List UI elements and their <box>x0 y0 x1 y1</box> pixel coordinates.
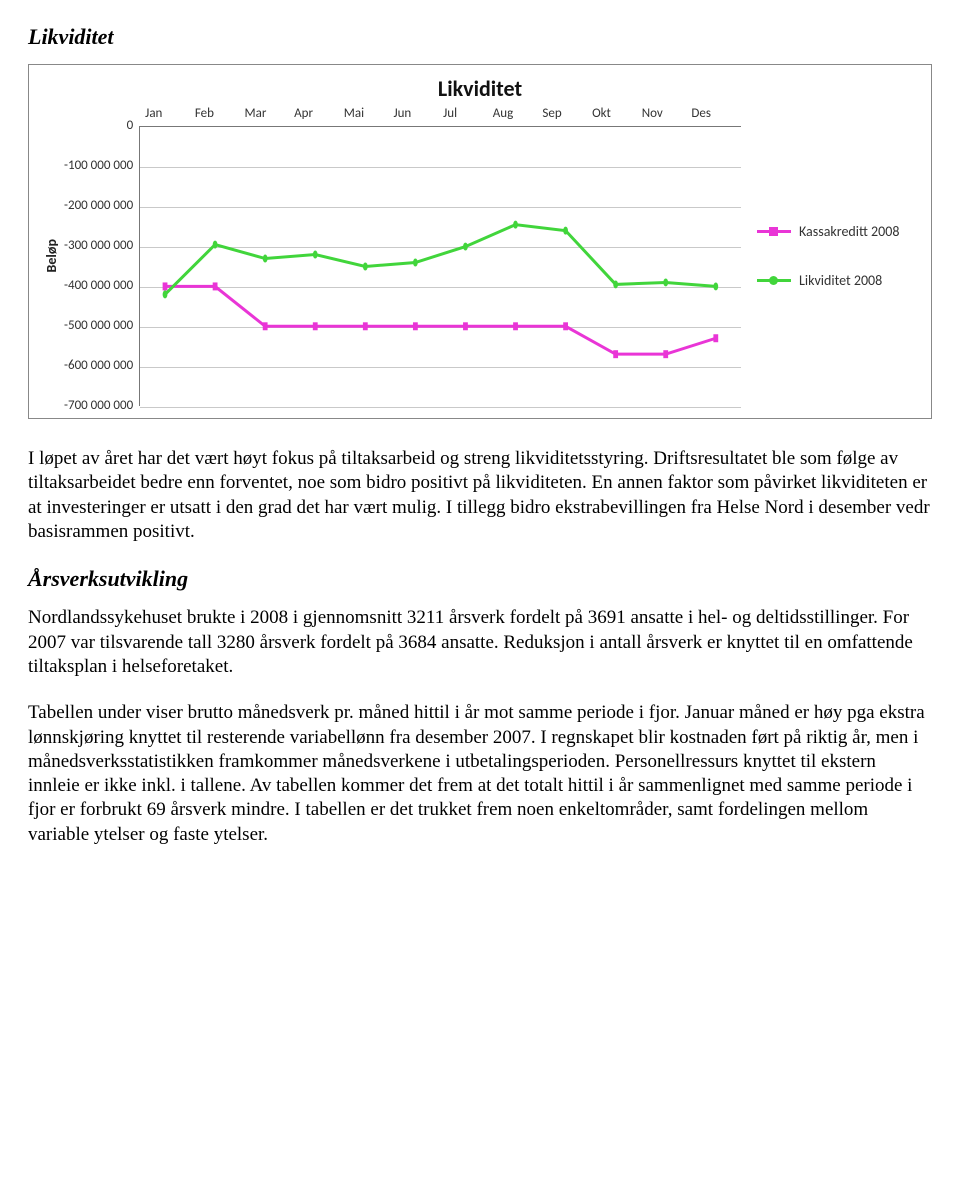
section-heading-likviditet: Likviditet <box>28 24 932 50</box>
chart-series-1 <box>140 127 741 406</box>
x-tick-label: Jun <box>393 106 443 126</box>
legend-label: Likviditet 2008 <box>799 272 882 289</box>
legend-item: Kassakreditt 2008 <box>757 223 921 240</box>
legend-swatch <box>757 230 791 233</box>
x-axis-ticks: JanFebMarAprMaiJunJulAugSepOktNovDes <box>139 106 741 126</box>
x-tick-label: Okt <box>592 106 642 126</box>
x-tick-label: Des <box>691 106 741 126</box>
square-marker-icon <box>769 227 778 236</box>
legend-item: Likviditet 2008 <box>757 272 921 289</box>
circle-marker-icon <box>769 276 778 285</box>
paragraph: Nordlandssykehuset brukte i 2008 i gjenn… <box>28 606 932 679</box>
x-tick-label: Mai <box>344 106 394 126</box>
chart-frame: Likviditet Beløp 0-100 000 000-200 000 0… <box>28 64 932 419</box>
legend-swatch <box>757 279 791 282</box>
x-tick-label: Nov <box>642 106 692 126</box>
x-tick-label: Sep <box>542 106 592 126</box>
x-tick-label: Jul <box>443 106 493 126</box>
likviditet-chart: Likviditet Beløp 0-100 000 000-200 000 0… <box>39 75 921 406</box>
x-tick-label: Apr <box>294 106 344 126</box>
chart-legend: Kassakreditt 2008 Likviditet 2008 <box>741 106 921 406</box>
legend-label: Kassakreditt 2008 <box>799 223 899 240</box>
x-tick-label: Feb <box>195 106 245 126</box>
section-heading-aarsverk: Årsverksutvikling <box>28 566 932 592</box>
x-tick-label: Mar <box>244 106 294 126</box>
y-axis-label: Beløp <box>39 239 64 272</box>
x-tick-label: Aug <box>493 106 543 126</box>
paragraph: I løpet av året har det vært høyt fokus … <box>28 447 932 544</box>
chart-title: Likviditet <box>39 75 921 102</box>
y-axis-ticks: 0-100 000 000-200 000 000-300 000 000-40… <box>64 126 139 406</box>
paragraph: Tabellen under viser brutto månedsverk p… <box>28 701 932 847</box>
gridline <box>140 407 741 408</box>
chart-plot-area <box>139 126 741 406</box>
x-tick-label: Jan <box>145 106 195 126</box>
